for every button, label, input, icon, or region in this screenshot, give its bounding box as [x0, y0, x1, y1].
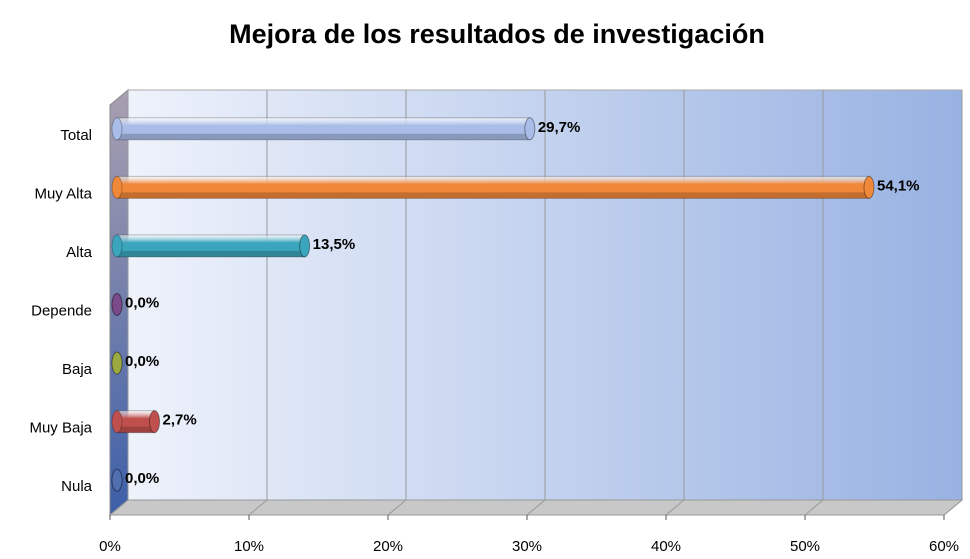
chart-title: Mejora de los resultados de investigació…	[229, 19, 765, 49]
value-label: 0,0%	[125, 353, 159, 370]
bar-shade	[117, 250, 305, 257]
grid-line	[248, 499, 268, 516]
x-tick-label: 20%	[373, 538, 403, 555]
y-tick-label: Muy Alta	[34, 185, 92, 202]
bar-end-cap	[863, 175, 875, 199]
y-tick-label: Muy Baja	[29, 420, 92, 437]
value-label: 29,7%	[538, 119, 581, 136]
bar-shade	[117, 426, 155, 433]
grid-line	[387, 499, 407, 516]
value-label: 0,0%	[125, 294, 159, 311]
y-tick-label: Nula	[61, 478, 93, 495]
grid-line	[526, 499, 546, 516]
x-tick-label: 50%	[790, 538, 820, 555]
bar-start-cap	[111, 175, 123, 199]
value-label: 2,7%	[163, 412, 197, 429]
value-label: 0,0%	[125, 470, 159, 487]
bar-end-cap	[111, 468, 123, 492]
x-tick-label: 10%	[234, 538, 264, 555]
x-tick-label: 60%	[929, 538, 959, 555]
grid-line	[665, 499, 685, 516]
y-tick-label: Depende	[31, 302, 92, 319]
y-tick-label: Baja	[62, 361, 93, 378]
x-tick-label: 40%	[651, 538, 681, 555]
grid-line	[943, 499, 963, 516]
bar-end-cap	[111, 293, 123, 316]
bar-start-cap	[111, 117, 123, 141]
bar-shade	[117, 192, 869, 199]
bar-shade	[117, 133, 530, 140]
bar-end-cap	[149, 410, 161, 434]
y-tick-label: Total	[60, 127, 92, 144]
bar-end-cap	[299, 234, 311, 258]
x-tick-label: 0%	[99, 538, 121, 555]
bar-start-cap	[111, 234, 123, 258]
bar-end-cap	[524, 117, 536, 141]
grid-line	[804, 499, 824, 516]
bar-start-cap	[111, 410, 123, 434]
bar-end-cap	[111, 351, 123, 375]
value-label: 54,1%	[877, 177, 920, 194]
value-label: 13,5%	[313, 236, 356, 253]
grid-line	[109, 499, 129, 516]
x-tick-label: 30%	[512, 538, 542, 555]
y-tick-label: Alta	[66, 244, 93, 261]
